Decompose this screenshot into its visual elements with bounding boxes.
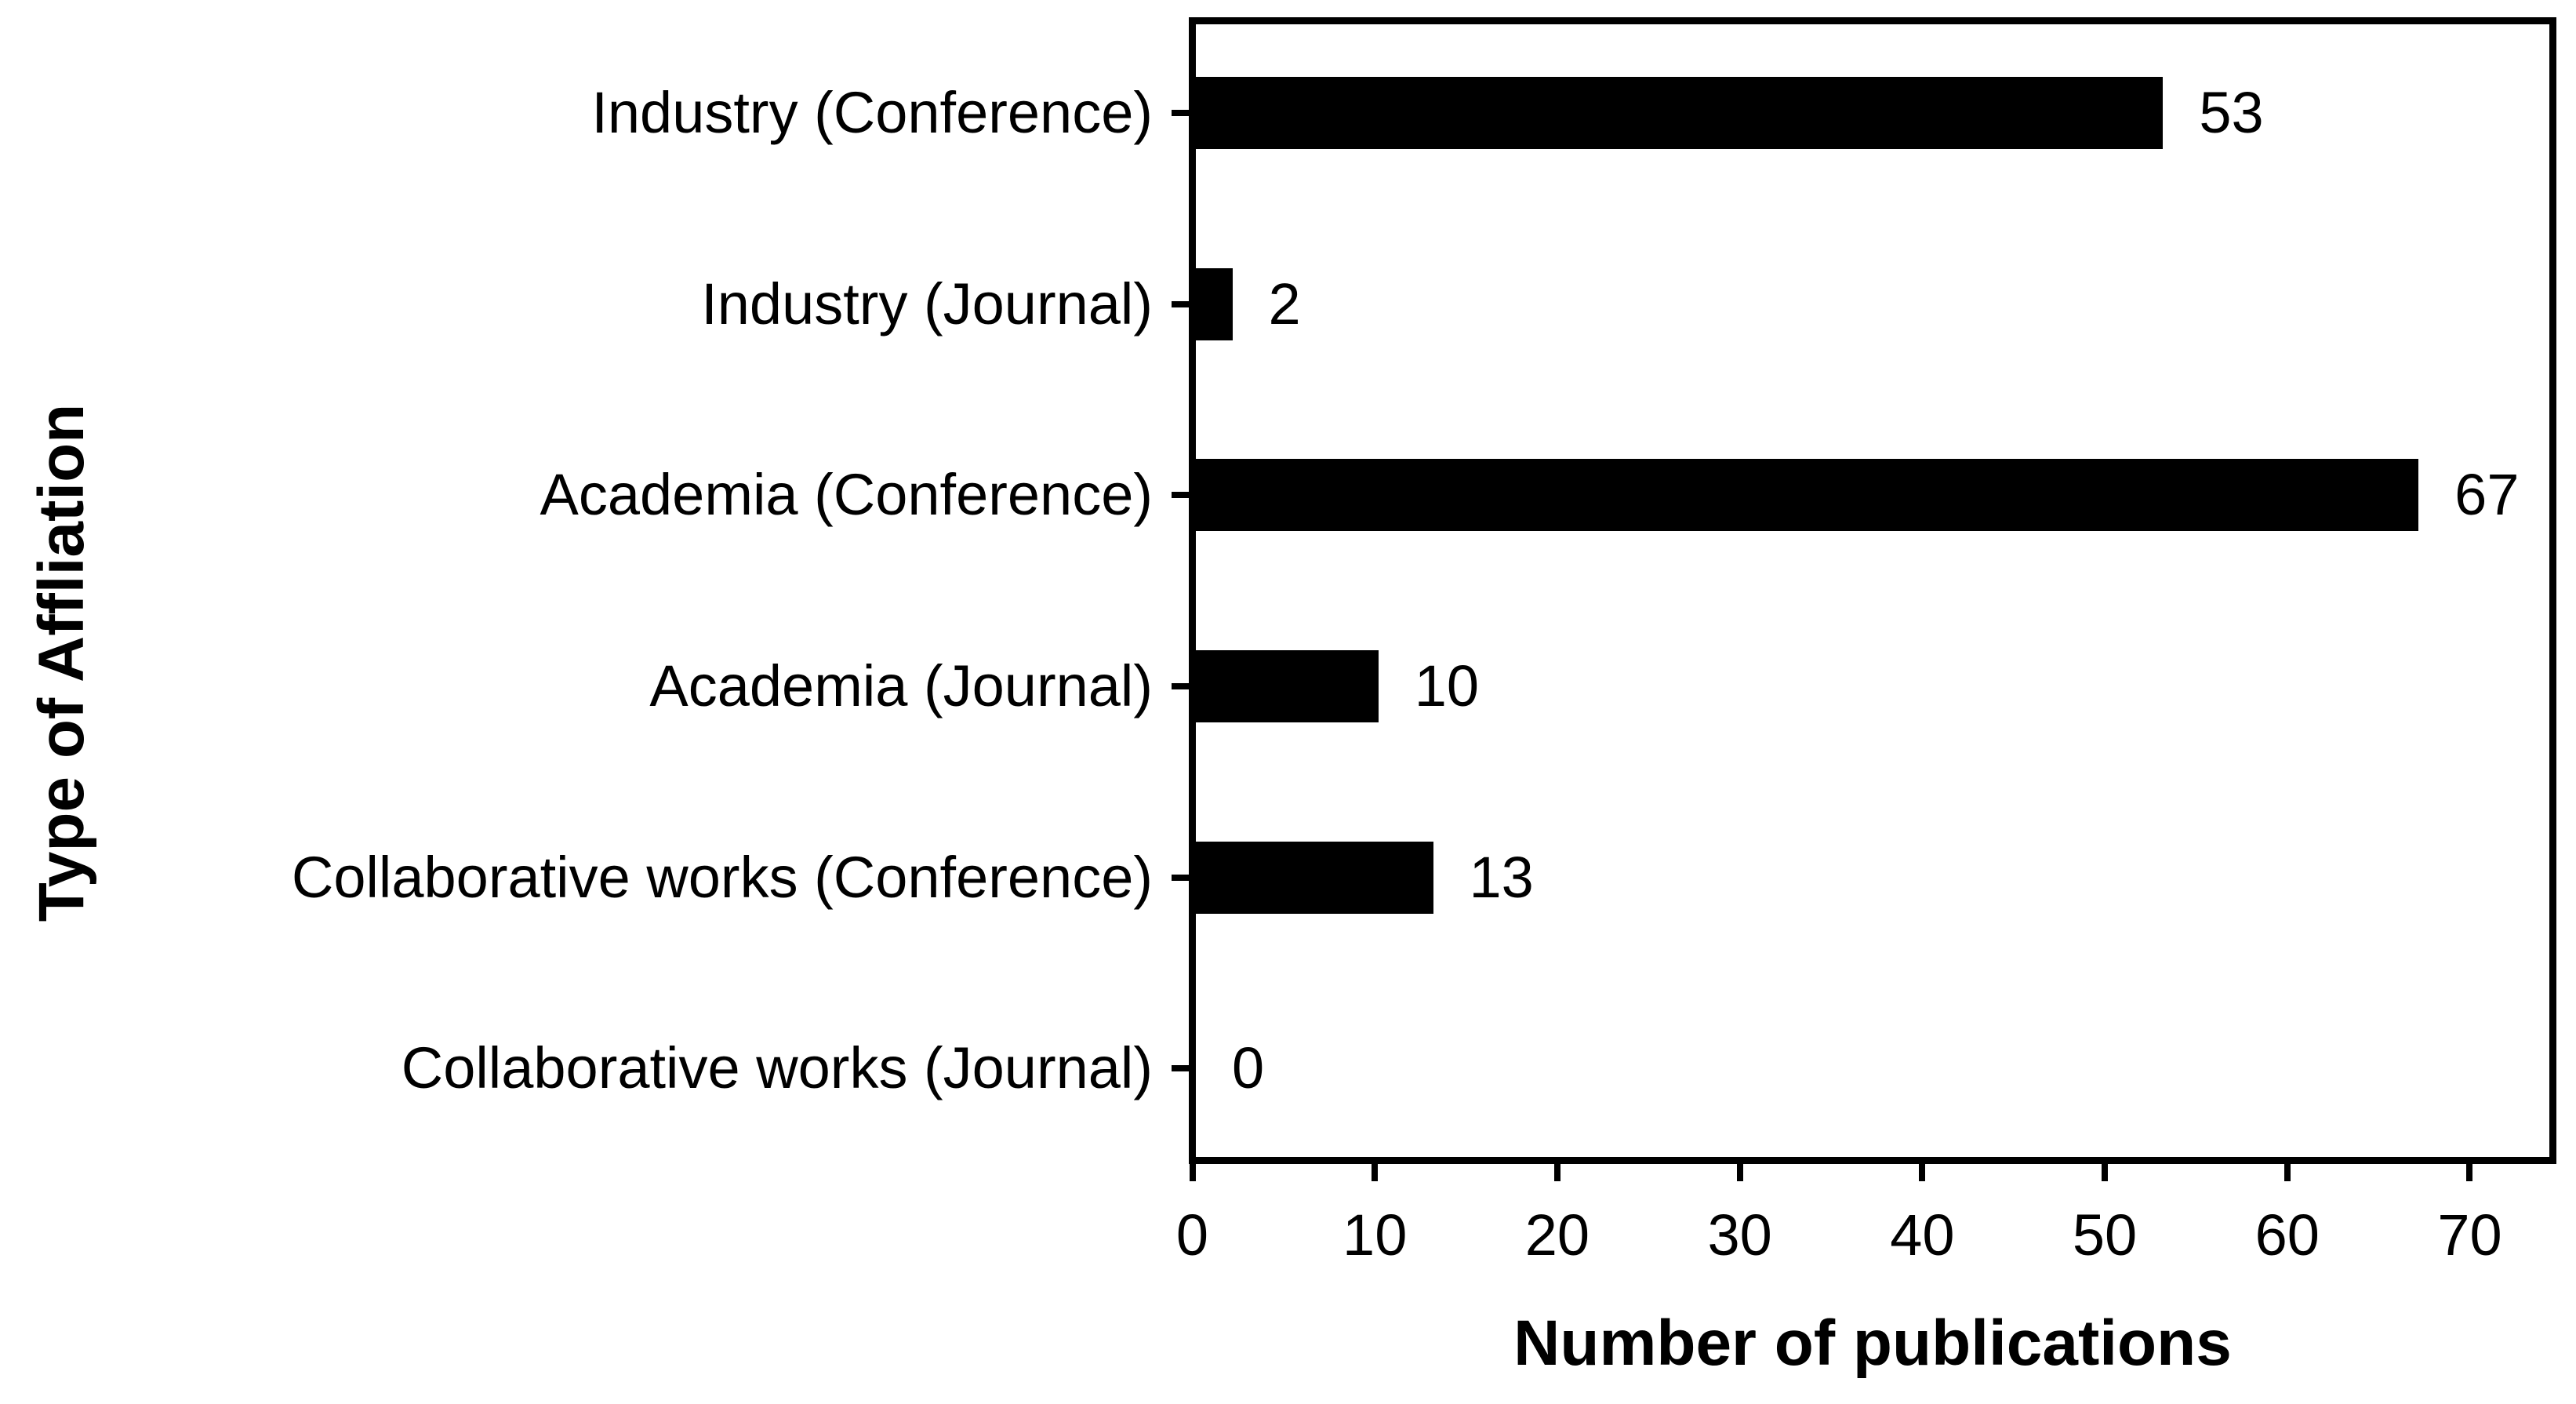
y-tick <box>1172 682 1189 689</box>
x-tick <box>1736 1164 1743 1181</box>
category-label: Academia (Conference) <box>540 462 1153 528</box>
x-tick-label: 50 <box>2072 1202 2138 1268</box>
x-tick <box>1553 1164 1560 1181</box>
y-tick <box>1172 874 1189 881</box>
x-tick-label: 70 <box>2437 1202 2502 1268</box>
bar <box>1196 841 1433 914</box>
category-label: Academia (Journal) <box>649 653 1153 718</box>
y-tick <box>1172 109 1189 116</box>
bar-value-label: 0 <box>1232 1035 1265 1101</box>
x-tick <box>2466 1164 2473 1181</box>
category-label: Industry (Journal) <box>701 271 1153 336</box>
category-label: Collaborative works (Conference) <box>291 844 1153 910</box>
x-tick-label: 40 <box>1890 1202 1955 1268</box>
bar-value-label: 67 <box>2454 462 2520 528</box>
x-tick-label: 0 <box>1175 1202 1209 1268</box>
x-tick <box>2102 1164 2109 1181</box>
bar <box>1196 459 2419 532</box>
bar <box>1196 76 2164 149</box>
x-tick-label: 30 <box>1707 1202 1772 1268</box>
category-label: Industry (Conference) <box>591 79 1153 145</box>
plot-frame <box>1189 17 2556 1164</box>
y-tick <box>1172 1065 1189 1072</box>
x-tick <box>2284 1164 2291 1181</box>
x-tick-label: 10 <box>1342 1202 1408 1268</box>
x-tick-label: 20 <box>1524 1202 1590 1268</box>
bar <box>1196 649 1379 722</box>
category-label: Collaborative works (Journal) <box>401 1035 1153 1101</box>
x-tick <box>1189 1164 1196 1181</box>
bar-value-label: 2 <box>1268 271 1301 336</box>
bar <box>1196 267 1233 340</box>
bar-value-label: 53 <box>2199 79 2264 145</box>
x-tick-label: 60 <box>2254 1202 2320 1268</box>
x-tick <box>1372 1164 1379 1181</box>
x-axis-title: Number of publications <box>1513 1308 2232 1379</box>
y-tick <box>1172 492 1189 499</box>
x-tick <box>1919 1164 1926 1181</box>
bar-value-label: 10 <box>1414 653 1480 718</box>
bar-value-label: 13 <box>1469 844 1534 910</box>
y-tick <box>1172 300 1189 307</box>
